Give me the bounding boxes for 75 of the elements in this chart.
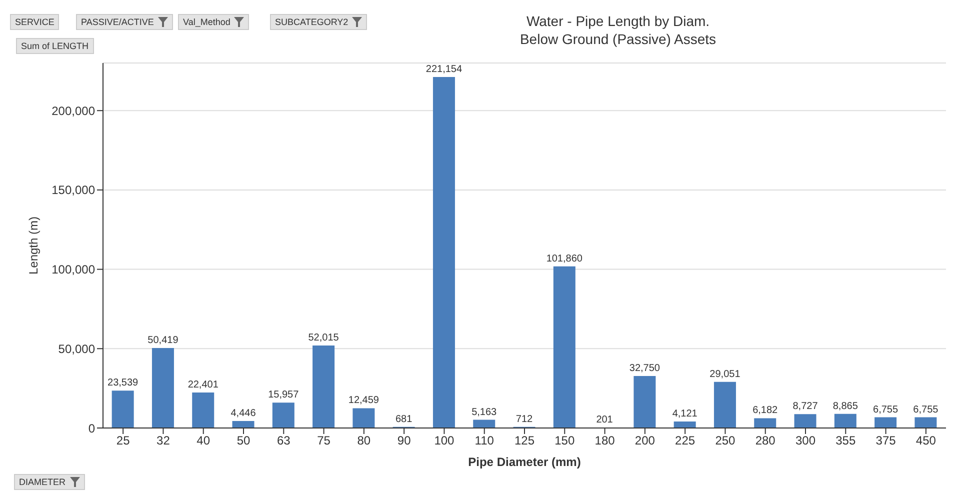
x-tick-label: 225: [675, 434, 696, 448]
data-label: 32,750: [629, 363, 660, 374]
bar: [312, 345, 335, 428]
x-tick-label: 110: [474, 434, 494, 448]
bar: [152, 348, 174, 428]
data-label: 22,401: [188, 379, 219, 390]
data-label: 15,957: [268, 390, 300, 401]
bar: [754, 418, 776, 428]
bar: [192, 392, 214, 428]
bar: [473, 420, 496, 428]
bar: [874, 417, 897, 428]
bar: [794, 414, 816, 428]
x-tick-label: 32: [156, 434, 170, 448]
y-tick-label: 150,000: [52, 183, 96, 198]
text: SUBCATEGORY2: [275, 17, 348, 27]
bar: [834, 414, 856, 428]
y-tick-label: 50,000: [58, 342, 96, 356]
data-label: 221,154: [426, 64, 462, 76]
x-tick-label: 250: [715, 434, 736, 448]
data-label: 50,419: [148, 334, 179, 346]
x-tick-label: 75: [317, 434, 331, 448]
data-label: 4,446: [230, 408, 256, 419]
text: Val_Method: [183, 17, 230, 27]
bar: [432, 77, 455, 428]
data-label: 201: [596, 414, 614, 426]
data-label: 23,539: [108, 378, 139, 389]
data-label: 12,459: [348, 395, 380, 406]
text: Sum of LENGTH: [21, 41, 89, 51]
x-tick-label: 300: [795, 434, 816, 448]
bar: [272, 402, 294, 428]
x-tick-label: 355: [836, 434, 856, 448]
x-tick-label: 280: [755, 434, 776, 448]
bar: [232, 420, 254, 428]
x-tick-label: 90: [397, 434, 412, 448]
data-label: 8,727: [792, 401, 818, 412]
data-label: 6,755: [873, 404, 898, 416]
text: DIAMETER: [19, 477, 66, 487]
data-label: 52,015: [308, 332, 340, 344]
chart-title: Water - Pipe Length by Diam.: [525, 12, 711, 30]
chart-subtitle: Below Ground (Passive) Assets: [518, 30, 718, 48]
y-tick-label: 100,000: [52, 262, 96, 277]
bar: [112, 390, 134, 428]
x-tick-label: 63: [276, 434, 291, 448]
x-tick-label: 80: [357, 434, 371, 448]
data-label: 4,121: [672, 408, 698, 420]
bar: [352, 408, 375, 428]
y-axis-title: Length (m): [26, 216, 40, 275]
bar: [553, 266, 576, 428]
data-label: 101,860: [546, 253, 583, 264]
bar: [634, 376, 656, 428]
x-tick-label: 150: [554, 434, 575, 448]
x-tick-label: 50: [236, 434, 250, 448]
bar: [674, 421, 696, 428]
x-tick-label: 450: [916, 434, 936, 448]
text: SERVICE: [15, 17, 54, 27]
data-label: 712: [516, 414, 534, 425]
y-tick-label: 0: [88, 421, 96, 436]
x-tick-label: 125: [514, 434, 535, 448]
x-tick-label: 375: [876, 434, 896, 448]
x-axis-title: Pipe Diameter (mm): [468, 455, 581, 469]
data-label: 6,755: [913, 404, 939, 416]
x-tick-label: 25: [116, 434, 130, 448]
data-label: 5,163: [472, 406, 498, 418]
x-tick-label: 100: [434, 434, 455, 448]
x-tick-label: 40: [196, 434, 210, 448]
bar: [914, 417, 937, 428]
data-label: 29,051: [710, 368, 741, 380]
text: PASSIVE/ACTIVE: [81, 17, 154, 27]
bar: [714, 382, 736, 428]
data-label: 681: [395, 414, 413, 425]
x-tick-label: 200: [634, 434, 656, 448]
data-label: 8,865: [832, 400, 858, 412]
data-label: 6,182: [752, 405, 778, 416]
x-tick-label: 180: [594, 434, 616, 448]
y-tick-label: 200,000: [52, 104, 96, 118]
